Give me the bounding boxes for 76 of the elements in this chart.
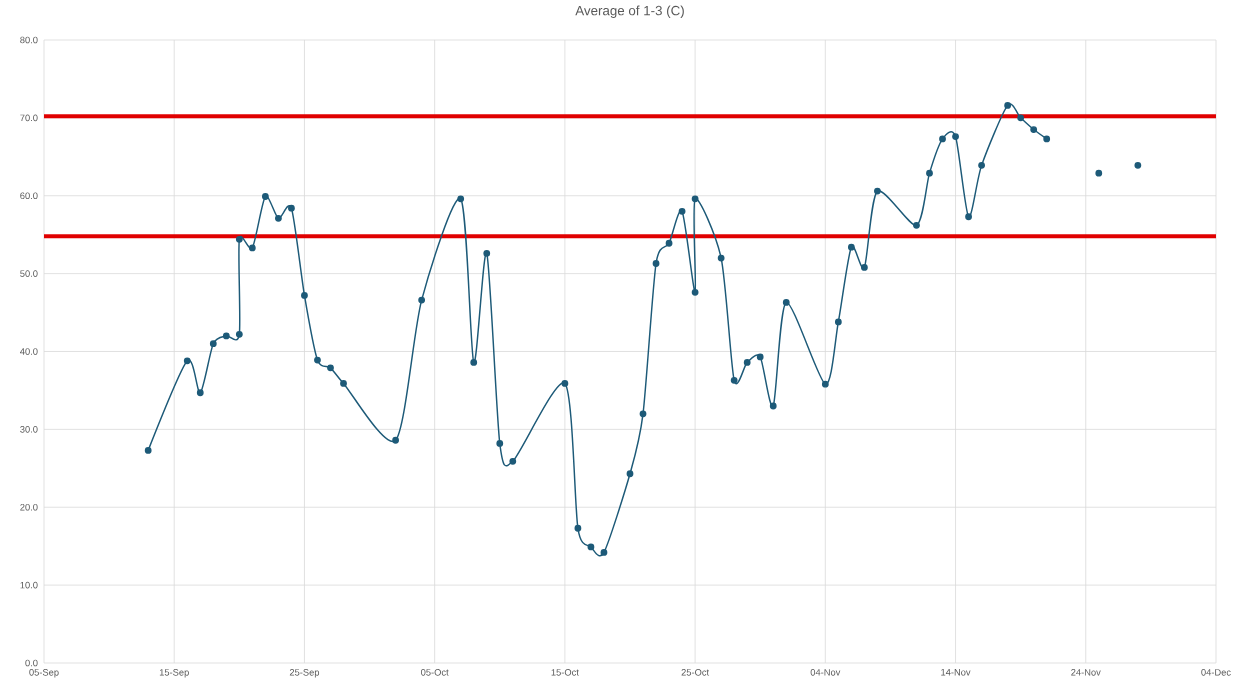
point xyxy=(756,353,764,361)
point xyxy=(913,221,920,229)
y-tick-label: 20.0 xyxy=(20,503,38,511)
y-tick-label: 40.0 xyxy=(20,348,38,355)
point xyxy=(678,207,686,215)
point xyxy=(821,380,829,388)
x-tick-label: 14-Nov xyxy=(941,669,971,676)
x-tick-label: 05-Sep xyxy=(29,669,59,678)
point xyxy=(847,243,855,251)
point xyxy=(561,380,569,387)
point xyxy=(834,318,842,326)
point xyxy=(483,249,491,257)
point xyxy=(275,214,282,222)
y-tick-label: 30.0 xyxy=(20,426,38,433)
point xyxy=(340,380,347,387)
point xyxy=(183,357,191,365)
point xyxy=(743,358,751,366)
x-tick-label: 15-Oct xyxy=(551,669,579,676)
point xyxy=(209,340,217,348)
point xyxy=(327,364,334,372)
point xyxy=(1004,102,1012,109)
point xyxy=(874,187,881,195)
point xyxy=(496,439,504,447)
point xyxy=(639,410,647,418)
point xyxy=(418,296,426,304)
point xyxy=(314,356,321,364)
y-tick-label: 10.0 xyxy=(20,581,38,589)
y-tick-label: 0.0 xyxy=(25,659,38,667)
point xyxy=(600,549,608,556)
point xyxy=(1134,161,1142,169)
point xyxy=(691,195,699,203)
point xyxy=(144,446,152,454)
y-tick-label: 60.0 xyxy=(20,192,38,200)
point xyxy=(235,235,243,243)
y-tick-label: 50.0 xyxy=(20,270,38,277)
point xyxy=(301,292,308,299)
point xyxy=(587,543,595,551)
point xyxy=(965,213,972,221)
point xyxy=(769,402,777,410)
point xyxy=(196,389,204,397)
point xyxy=(457,195,465,203)
point xyxy=(665,239,673,247)
point xyxy=(978,161,985,169)
point xyxy=(717,254,725,262)
point xyxy=(730,376,738,384)
point xyxy=(1095,169,1103,177)
x-tick-label: 15-Sep xyxy=(159,669,189,678)
point xyxy=(952,133,959,140)
point xyxy=(926,169,933,177)
point xyxy=(509,457,517,465)
point xyxy=(939,135,946,143)
point xyxy=(1017,114,1025,122)
point xyxy=(1030,126,1038,133)
point xyxy=(782,299,790,306)
x-tick-label: 25-Sep xyxy=(289,669,320,678)
point xyxy=(222,332,230,340)
chart-title: Average of 1-3 (C) xyxy=(575,5,684,18)
point xyxy=(470,358,478,366)
x-tick-label: 04-Nov xyxy=(810,669,841,676)
point xyxy=(1043,135,1051,143)
x-tick-label: 25-Oct xyxy=(681,669,710,676)
x-tick-label: 05-Oct xyxy=(421,669,449,676)
point xyxy=(288,204,295,212)
point xyxy=(652,260,660,267)
point xyxy=(392,436,400,444)
point xyxy=(691,288,699,296)
point xyxy=(574,524,582,532)
y-tick-label: 70.0 xyxy=(20,114,38,122)
point xyxy=(860,263,868,271)
point xyxy=(248,244,256,252)
point xyxy=(235,330,243,338)
x-tick-label: 24-Nov xyxy=(1071,669,1101,676)
point xyxy=(626,470,634,478)
y-tick-label: 80.0 xyxy=(20,36,38,44)
point xyxy=(261,193,269,200)
x-tick-label: 04-Dec xyxy=(1201,669,1231,676)
